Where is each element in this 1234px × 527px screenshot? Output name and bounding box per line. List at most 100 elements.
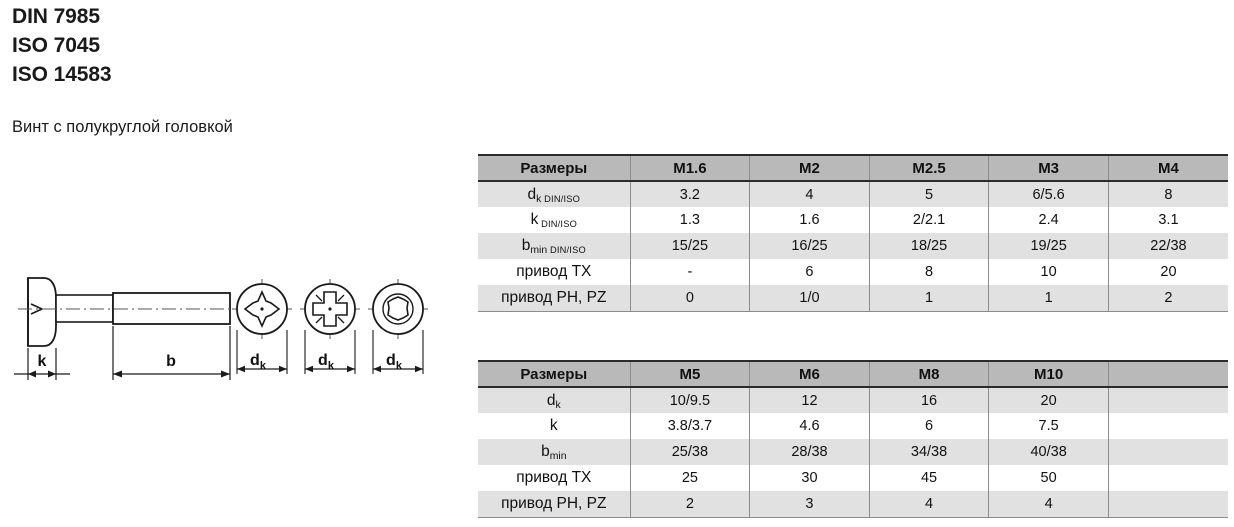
column-header-m4: M4: [1107, 154, 1228, 182]
table-cell: 2.4: [988, 207, 1109, 233]
technical-drawing: k b dk dk dk: [0, 268, 460, 388]
table-row: k 3.8/3.7 4.6 6 7.5: [478, 413, 1228, 439]
standard-line-din7985: DIN 7985: [12, 5, 100, 28]
label-dk-pozidriv: dk: [318, 352, 335, 372]
dimensions-table-large-sizes: Размеры M5 M6 M8 M10 dk 10/9.5 12 16 20 k 3.8/…: [478, 360, 1228, 518]
table-cell: 8: [868, 259, 990, 285]
table-cell: 16/25: [749, 233, 870, 259]
head-view-pozidriv: [300, 279, 360, 374]
table-row: bmin 25/38 28/38 34/38 40/38: [478, 439, 1228, 465]
table-row: привод PH, PZ 2 3 4 4: [478, 491, 1228, 518]
table-row: dk DIN/ISO 3.2 4 5 6/5.6 8: [478, 181, 1228, 207]
dimension-b: [112, 326, 231, 380]
column-header-empty: [1107, 360, 1228, 388]
column-header-m8: M8: [868, 360, 990, 388]
dimensions-table-small-sizes: Размеры M1.6 M2 M2.5 M3 M4 dk DIN/ISO 3.2…: [478, 154, 1228, 312]
row-label: bmin DIN/ISO: [478, 233, 631, 259]
table-cell: 4: [868, 491, 990, 518]
table-cell: 6: [868, 413, 990, 439]
table-cell: 34/38: [868, 439, 990, 465]
row-label: привод PH, PZ: [478, 285, 631, 312]
table-cell: 5: [868, 181, 990, 207]
table-cell: 2/2.1: [868, 207, 990, 233]
table-cell: 4.6: [749, 413, 870, 439]
row-label: dk DIN/ISO: [478, 181, 631, 207]
row-label: k DIN/ISO: [478, 207, 631, 233]
table-cell: 1: [988, 285, 1109, 312]
table-cell: 30: [749, 465, 870, 491]
row-label: привод PH, PZ: [478, 491, 631, 518]
label-dim-k: k: [38, 353, 47, 370]
table-header-row: Размеры M5 M6 M8 M10: [478, 360, 1228, 388]
table-cell: 19/25: [988, 233, 1109, 259]
table-cell: 15/25: [629, 233, 751, 259]
side-view-head: [27, 277, 57, 347]
table-cell: 1: [868, 285, 990, 312]
head-view-torx: [368, 279, 428, 374]
table-cell: 3.2: [629, 181, 751, 207]
product-subtitle: Винт с полукруглой головкой: [12, 118, 233, 136]
row-label: привод TX: [478, 465, 631, 491]
table-cell: [1107, 413, 1228, 439]
table-cell: 10/9.5: [629, 387, 751, 413]
table-cell: 8: [1107, 181, 1228, 207]
table-row: bmin DIN/ISO 15/25 16/25 18/25 19/25 22/38: [478, 233, 1228, 259]
label-dk-torx: dk: [386, 352, 403, 372]
label-dim-b: b: [166, 353, 176, 370]
table-cell: 20: [988, 387, 1109, 413]
table-cell: 1.6: [749, 207, 870, 233]
row-label: dk: [478, 387, 631, 413]
column-header-m10: M10: [988, 360, 1109, 388]
label-dk-phillips: dk: [250, 352, 267, 372]
dimension-k: [14, 348, 70, 380]
table-cell: 50: [988, 465, 1109, 491]
column-header-m3: M3: [988, 154, 1109, 182]
row-label: k: [478, 413, 631, 439]
column-header-dimensions: Размеры: [478, 360, 631, 388]
table-cell: 25/38: [629, 439, 751, 465]
table-cell: 12: [749, 387, 870, 413]
table-cell: [1107, 387, 1228, 413]
table-row: привод PH, PZ 0 1/0 1 1 2: [478, 285, 1228, 312]
table-cell: 25: [629, 465, 751, 491]
table-cell: 7.5: [988, 413, 1109, 439]
table-cell: [1107, 439, 1228, 465]
standard-line-iso14583: ISO 14583: [12, 63, 112, 86]
column-header-m1-6: M1.6: [629, 154, 751, 182]
table-cell: 1.3: [629, 207, 751, 233]
standards-title-block: DIN 7985 ISO 7045 ISO 14583: [12, 2, 452, 89]
table-cell: 3.8/3.7: [629, 413, 751, 439]
table-cell: 1/0: [749, 285, 870, 312]
column-header-dimensions: Размеры: [478, 154, 631, 182]
table-cell: -: [629, 259, 751, 285]
standard-line-iso7045: ISO 7045: [12, 34, 100, 57]
table-row: привод TX -6 8 10 20: [478, 259, 1228, 285]
table-cell: 10: [988, 259, 1109, 285]
table-header-row: Размеры M1.6 M2 M2.5 M3 M4: [478, 154, 1228, 182]
table-cell: 2: [629, 491, 751, 518]
table-cell: 45: [868, 465, 990, 491]
table-cell: 4: [988, 491, 1109, 518]
table-cell: 6: [749, 259, 870, 285]
table-cell: 40/38: [988, 439, 1109, 465]
column-header-m5: M5: [629, 360, 751, 388]
table-row: привод TX 25 30 45 50: [478, 465, 1228, 491]
table-cell: 6/5.6: [988, 181, 1109, 207]
table-cell: 18/25: [868, 233, 990, 259]
row-label: bmin: [478, 439, 631, 465]
table-row: k DIN/ISO 1.3 1.6 2/2.1 2.4 3.1: [478, 207, 1228, 233]
table-cell: 22/38: [1107, 233, 1228, 259]
table-row: dk 10/9.5 12 16 20: [478, 387, 1228, 413]
table-cell: 16: [868, 387, 990, 413]
column-header-m6: M6: [749, 360, 870, 388]
head-view-phillips: [232, 279, 292, 374]
table-cell: 3.1: [1107, 207, 1228, 233]
table-cell: 2: [1107, 285, 1228, 312]
table-cell: 3: [749, 491, 870, 518]
table-cell: [1107, 465, 1228, 491]
table-cell: 20: [1107, 259, 1228, 285]
column-header-m2-5: M2.5: [868, 154, 990, 182]
table-cell: 28/38: [749, 439, 870, 465]
table-cell: 0: [629, 285, 751, 312]
table-cell: [1107, 491, 1228, 518]
